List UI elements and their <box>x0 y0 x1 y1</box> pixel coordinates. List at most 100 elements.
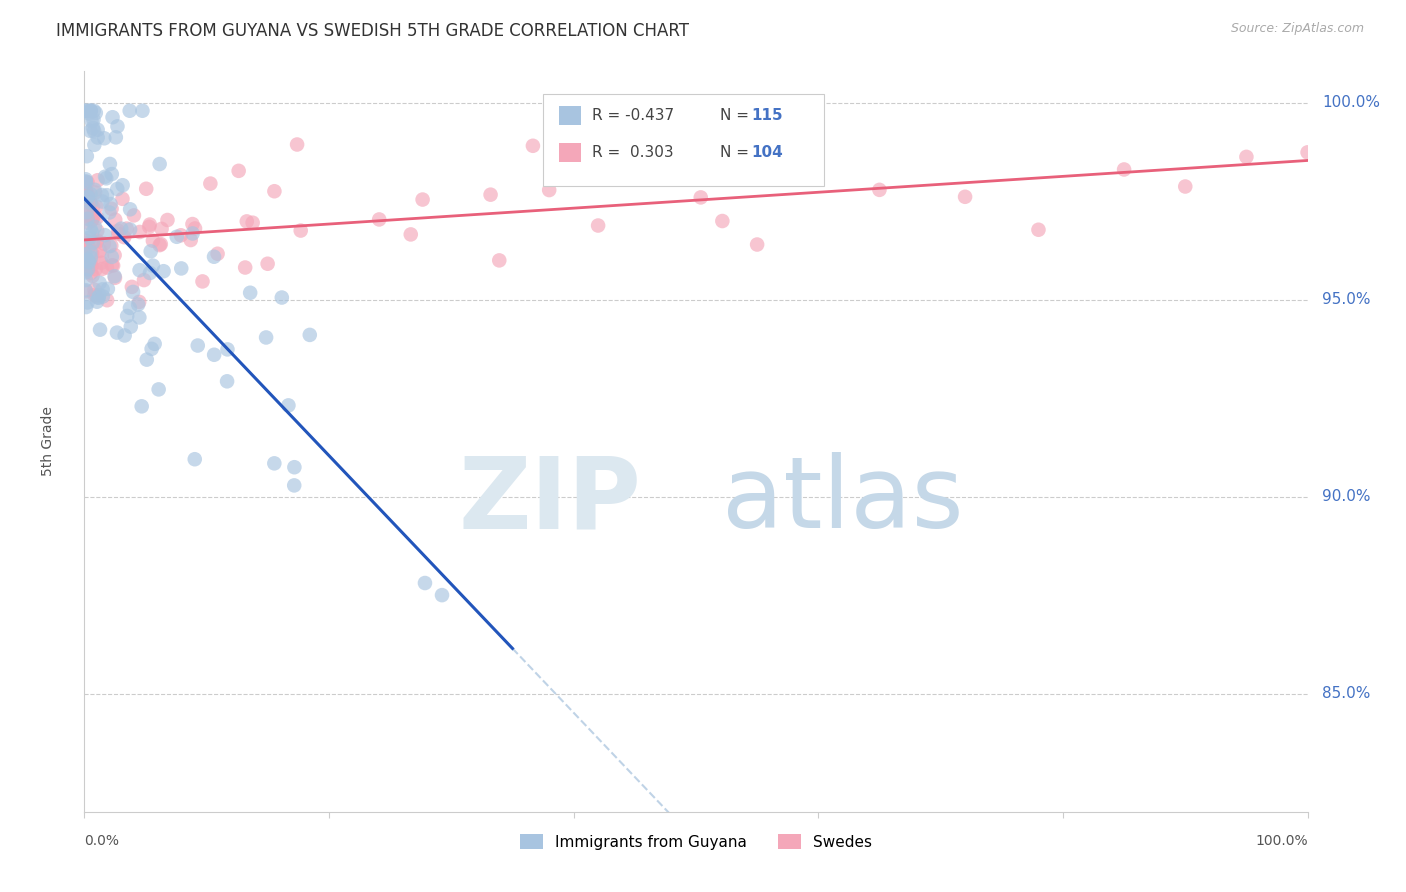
Point <box>283 478 305 492</box>
Point <box>75 283 97 297</box>
Point <box>75 175 97 189</box>
Point <box>76 208 98 222</box>
Point <box>84 106 107 120</box>
Point <box>115 309 138 323</box>
Point <box>103 269 125 284</box>
Point <box>207 246 229 260</box>
Point <box>180 233 202 247</box>
Point <box>84 186 107 200</box>
Point <box>75 103 97 118</box>
Point <box>110 221 132 235</box>
Point <box>96 188 118 202</box>
Point <box>89 323 111 337</box>
Point <box>121 280 143 294</box>
Point <box>76 190 98 204</box>
Text: N =: N = <box>720 145 749 161</box>
Point <box>83 137 105 152</box>
Point <box>263 184 285 198</box>
Point <box>105 326 128 340</box>
Text: R =  0.303: R = 0.303 <box>592 145 673 161</box>
Point <box>122 285 145 299</box>
Point <box>83 283 105 297</box>
Point <box>86 234 108 248</box>
Point <box>75 237 97 252</box>
Text: 104: 104 <box>751 145 783 161</box>
Point <box>488 253 510 268</box>
Point <box>148 383 170 397</box>
Point <box>86 200 108 214</box>
Point <box>522 138 544 153</box>
Point <box>107 224 129 238</box>
Point <box>80 197 103 211</box>
Point <box>953 190 976 204</box>
Point <box>90 249 112 263</box>
Point <box>187 338 209 352</box>
Point <box>79 255 101 269</box>
Point <box>142 259 165 273</box>
Point <box>181 217 204 231</box>
Point <box>285 137 308 152</box>
Point <box>91 282 114 296</box>
Point <box>100 238 122 252</box>
Point <box>135 182 157 196</box>
Point <box>89 276 111 290</box>
Point <box>138 219 160 234</box>
Point <box>104 270 127 285</box>
Point <box>82 200 104 214</box>
Point <box>75 236 97 251</box>
Text: IMMIGRANTS FROM GUYANA VS SWEDISH 5TH GRADE CORRELATION CHART: IMMIGRANTS FROM GUYANA VS SWEDISH 5TH GR… <box>56 22 689 40</box>
Point <box>107 120 129 134</box>
Point <box>430 588 453 602</box>
Text: 0.0%: 0.0% <box>84 834 120 848</box>
Point <box>86 130 108 145</box>
Point <box>80 113 103 128</box>
Point <box>101 167 124 181</box>
Point <box>120 319 142 334</box>
Point <box>79 230 101 244</box>
Point <box>77 216 100 230</box>
Point <box>79 103 101 118</box>
Point <box>149 238 172 252</box>
Point <box>149 157 172 171</box>
Point <box>76 234 98 248</box>
Point <box>217 374 239 388</box>
Point <box>96 171 118 186</box>
Point <box>76 211 98 226</box>
Point <box>96 293 118 308</box>
Legend: Immigrants from Guyana, Swedes: Immigrants from Guyana, Swedes <box>515 828 877 856</box>
Point <box>200 177 222 191</box>
Point <box>77 240 100 254</box>
Point <box>93 131 115 145</box>
Point <box>104 130 127 145</box>
Bar <box>560 143 581 161</box>
Text: 100.0%: 100.0% <box>1256 834 1308 848</box>
Point <box>82 120 104 135</box>
Point <box>86 235 108 250</box>
Point <box>98 205 121 219</box>
Point <box>239 285 262 300</box>
Point <box>139 244 162 259</box>
Point <box>80 246 103 260</box>
Point <box>75 265 97 279</box>
Point <box>89 288 111 302</box>
Point <box>93 236 115 251</box>
Point <box>75 285 97 299</box>
Point <box>202 348 225 362</box>
Point <box>83 288 105 302</box>
Point <box>83 124 105 138</box>
Point <box>748 164 770 178</box>
Point <box>143 336 166 351</box>
Point <box>270 291 292 305</box>
Point <box>77 261 100 276</box>
Point <box>233 260 256 275</box>
Point <box>91 289 114 303</box>
Point <box>94 169 117 184</box>
Point <box>256 257 278 271</box>
Point <box>79 124 101 138</box>
Point <box>152 264 174 278</box>
Point <box>263 456 285 470</box>
Point <box>1114 162 1136 177</box>
Point <box>76 175 98 189</box>
Point <box>97 282 120 296</box>
Point <box>98 157 121 171</box>
